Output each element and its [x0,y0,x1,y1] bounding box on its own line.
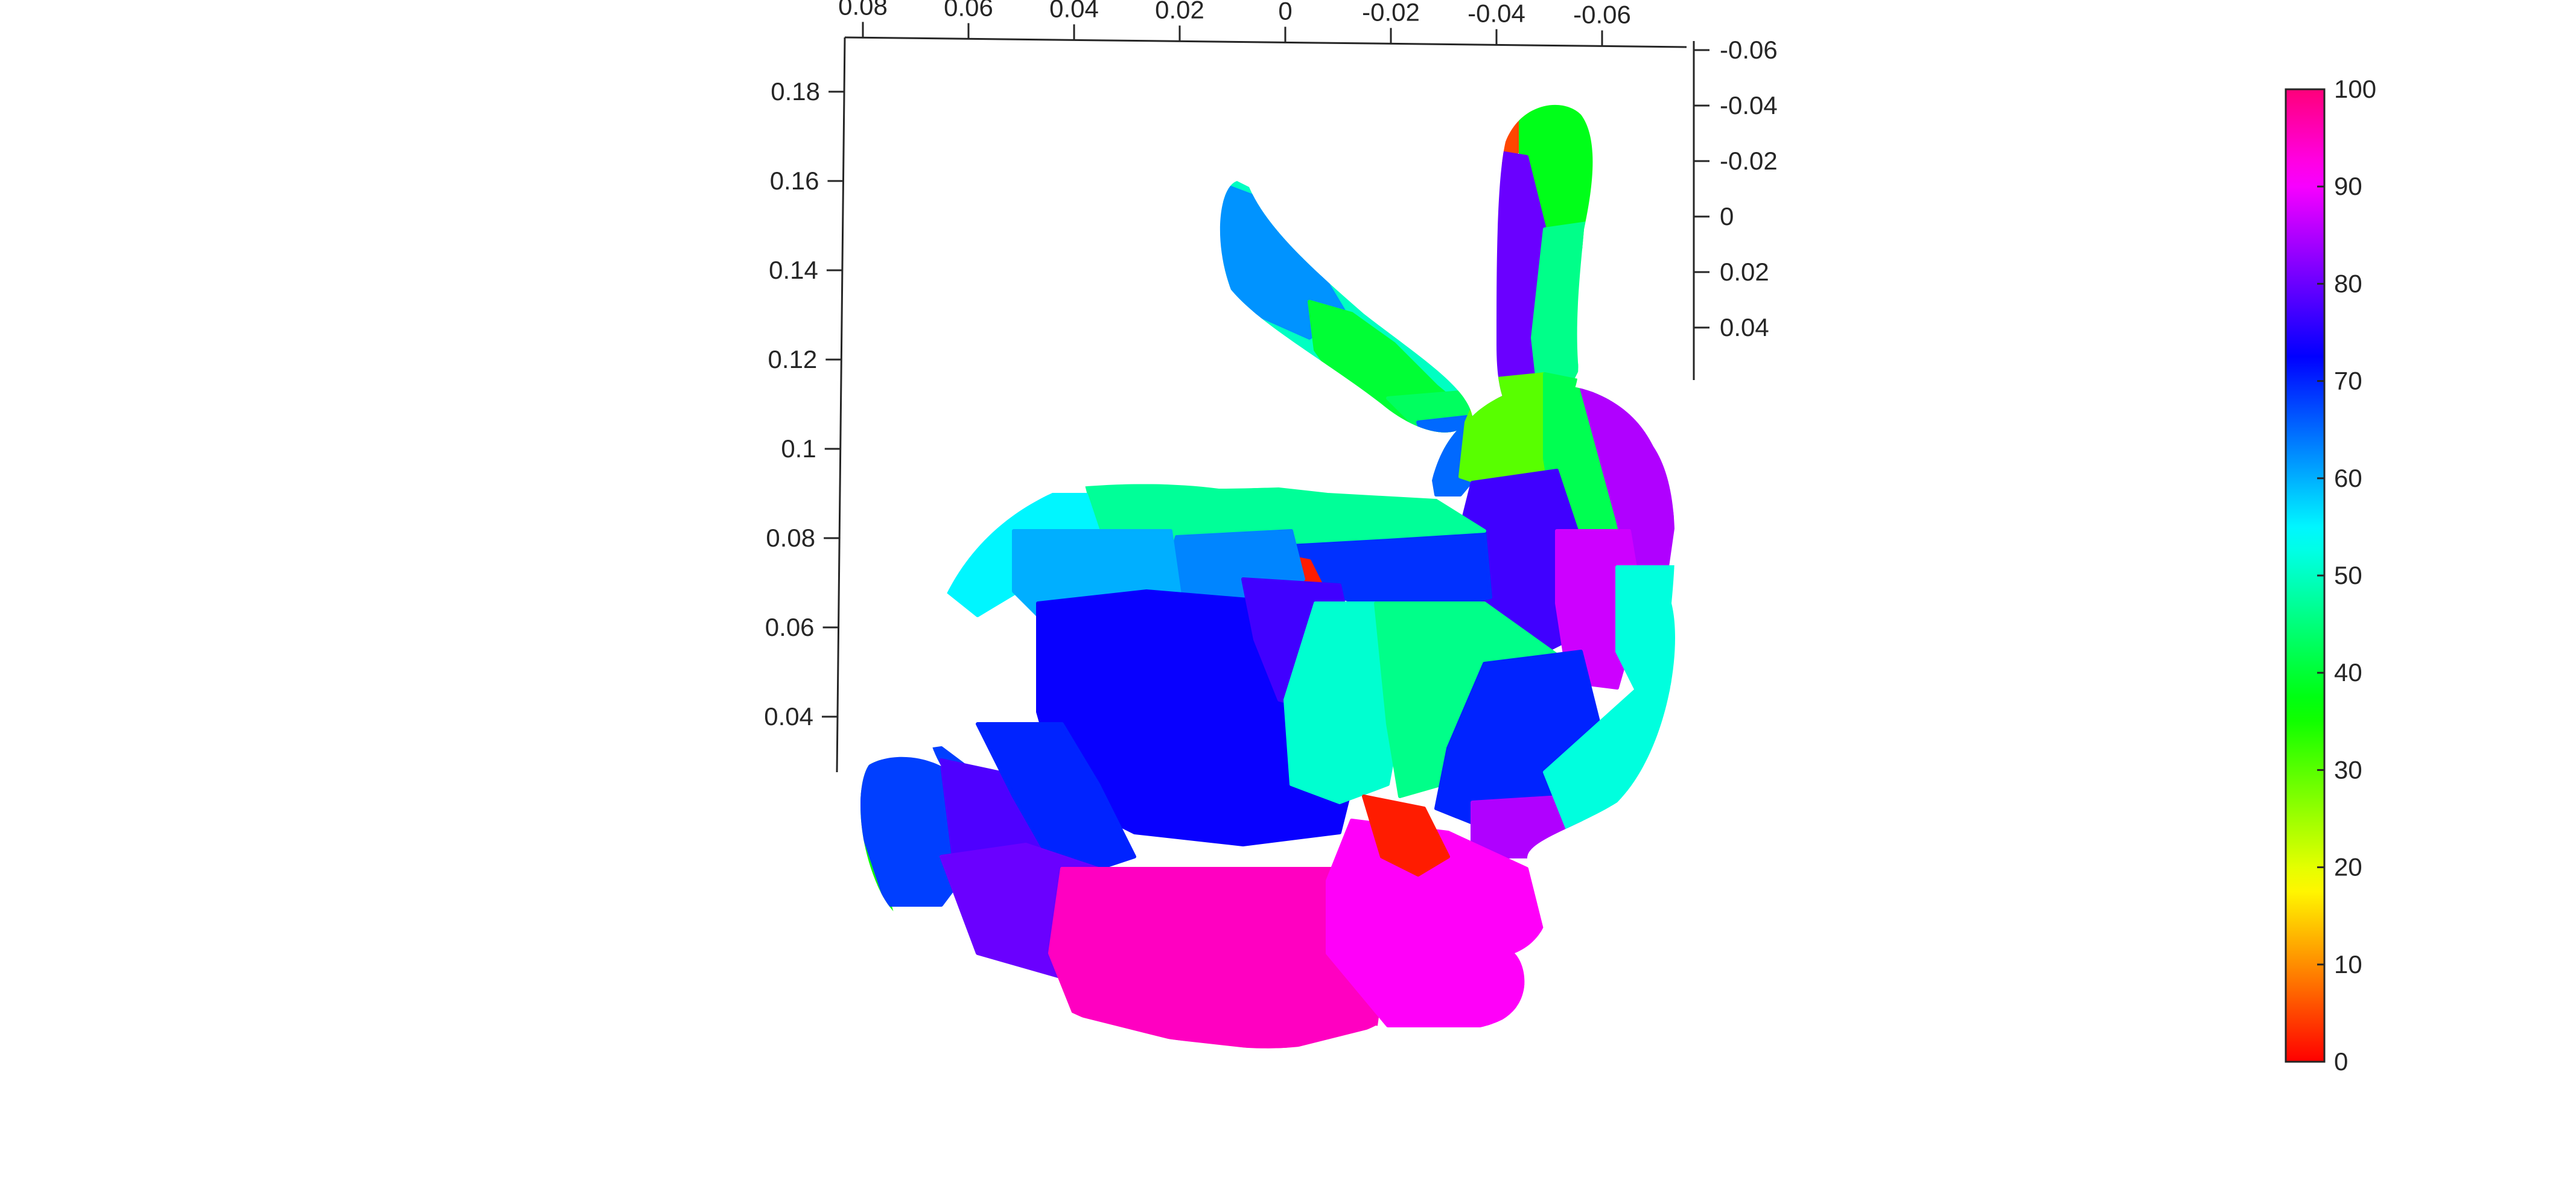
left-axis-line [836,37,846,773]
colorbar-tick-label: 40 [2334,658,2362,687]
left-axis-tick-label: 0.06 [765,613,815,641]
colorbar-tick-label: 90 [2334,172,2362,200]
top-axis-tick-label: 0 [1278,0,1292,25]
colorbar-tick-label: 100 [2334,75,2376,103]
top-axis-tick-label: -0.06 [1573,0,1631,28]
top-axis-tick-label: 0.02 [1155,0,1204,24]
top-axis-tick-label: 0.04 [1049,0,1099,22]
right-axis-tick-label: 0.04 [1720,313,1769,341]
right-axis-tick-label: -0.06 [1720,36,1778,64]
left-axis-tick-label: 0.18 [771,77,820,106]
left-axis-tick-label: 0.16 [770,167,819,195]
surface-patch-hip-blue [976,722,1136,883]
left-axis-tick-label: 0.08 [766,524,815,552]
right-axis-ticks: -0.06 -0.04 -0.02 0 0.02 0.04 [1694,36,1778,341]
surface-patch-ear-right-cyan-band [1531,221,1595,394]
colorbar-tick-label: 50 [2334,561,2362,589]
colorbar-tick-label: 20 [2334,853,2362,881]
right-axis-tick-label: 0.02 [1720,258,1769,286]
right-axis-tick-label: 0 [1720,202,1734,230]
top-axis-tick-label: 0.08 [838,0,888,20]
left-axis-tick-label: 0.12 [768,345,818,373]
left-axis-ticks: 0.18 0.16 0.14 0.12 0.1 0.08 0.06 0.04 [764,77,845,731]
top-axis-line [844,36,1687,48]
colorbar-tick-label: 60 [2334,464,2362,492]
bunny-patches [860,104,1675,1048]
colorbar-tick-label: 10 [2334,950,2362,979]
colorbar-tick-label: 0 [2334,1047,2348,1076]
top-axis-ticks: -0.06 -0.04 -0.02 0 0.02 0.04 0.06 0.08 [838,0,1631,46]
right-axis-tick-label: -0.02 [1720,147,1778,175]
left-axis-tick-label: 0.1 [781,434,816,463]
colorbar-tick-label: 80 [2334,269,2362,297]
top-axis-tick-label: -0.04 [1468,0,1525,27]
colorbar-tick-label: 30 [2334,755,2362,784]
surface-patch-belly-crimson [1048,867,1390,1048]
bunny-surface [860,104,1675,1048]
colorbar-tick-label: 70 [2334,367,2362,395]
left-axis-tick-label: 0.14 [769,256,818,284]
top-axis-tick-label: 0.06 [944,0,993,21]
surface-patch-front-paw-red [1362,795,1450,877]
top-axis-tick-label: -0.02 [1362,0,1420,26]
left-axis-tick-label: 0.04 [764,702,813,731]
right-axis-tick-label: -0.04 [1720,91,1778,119]
